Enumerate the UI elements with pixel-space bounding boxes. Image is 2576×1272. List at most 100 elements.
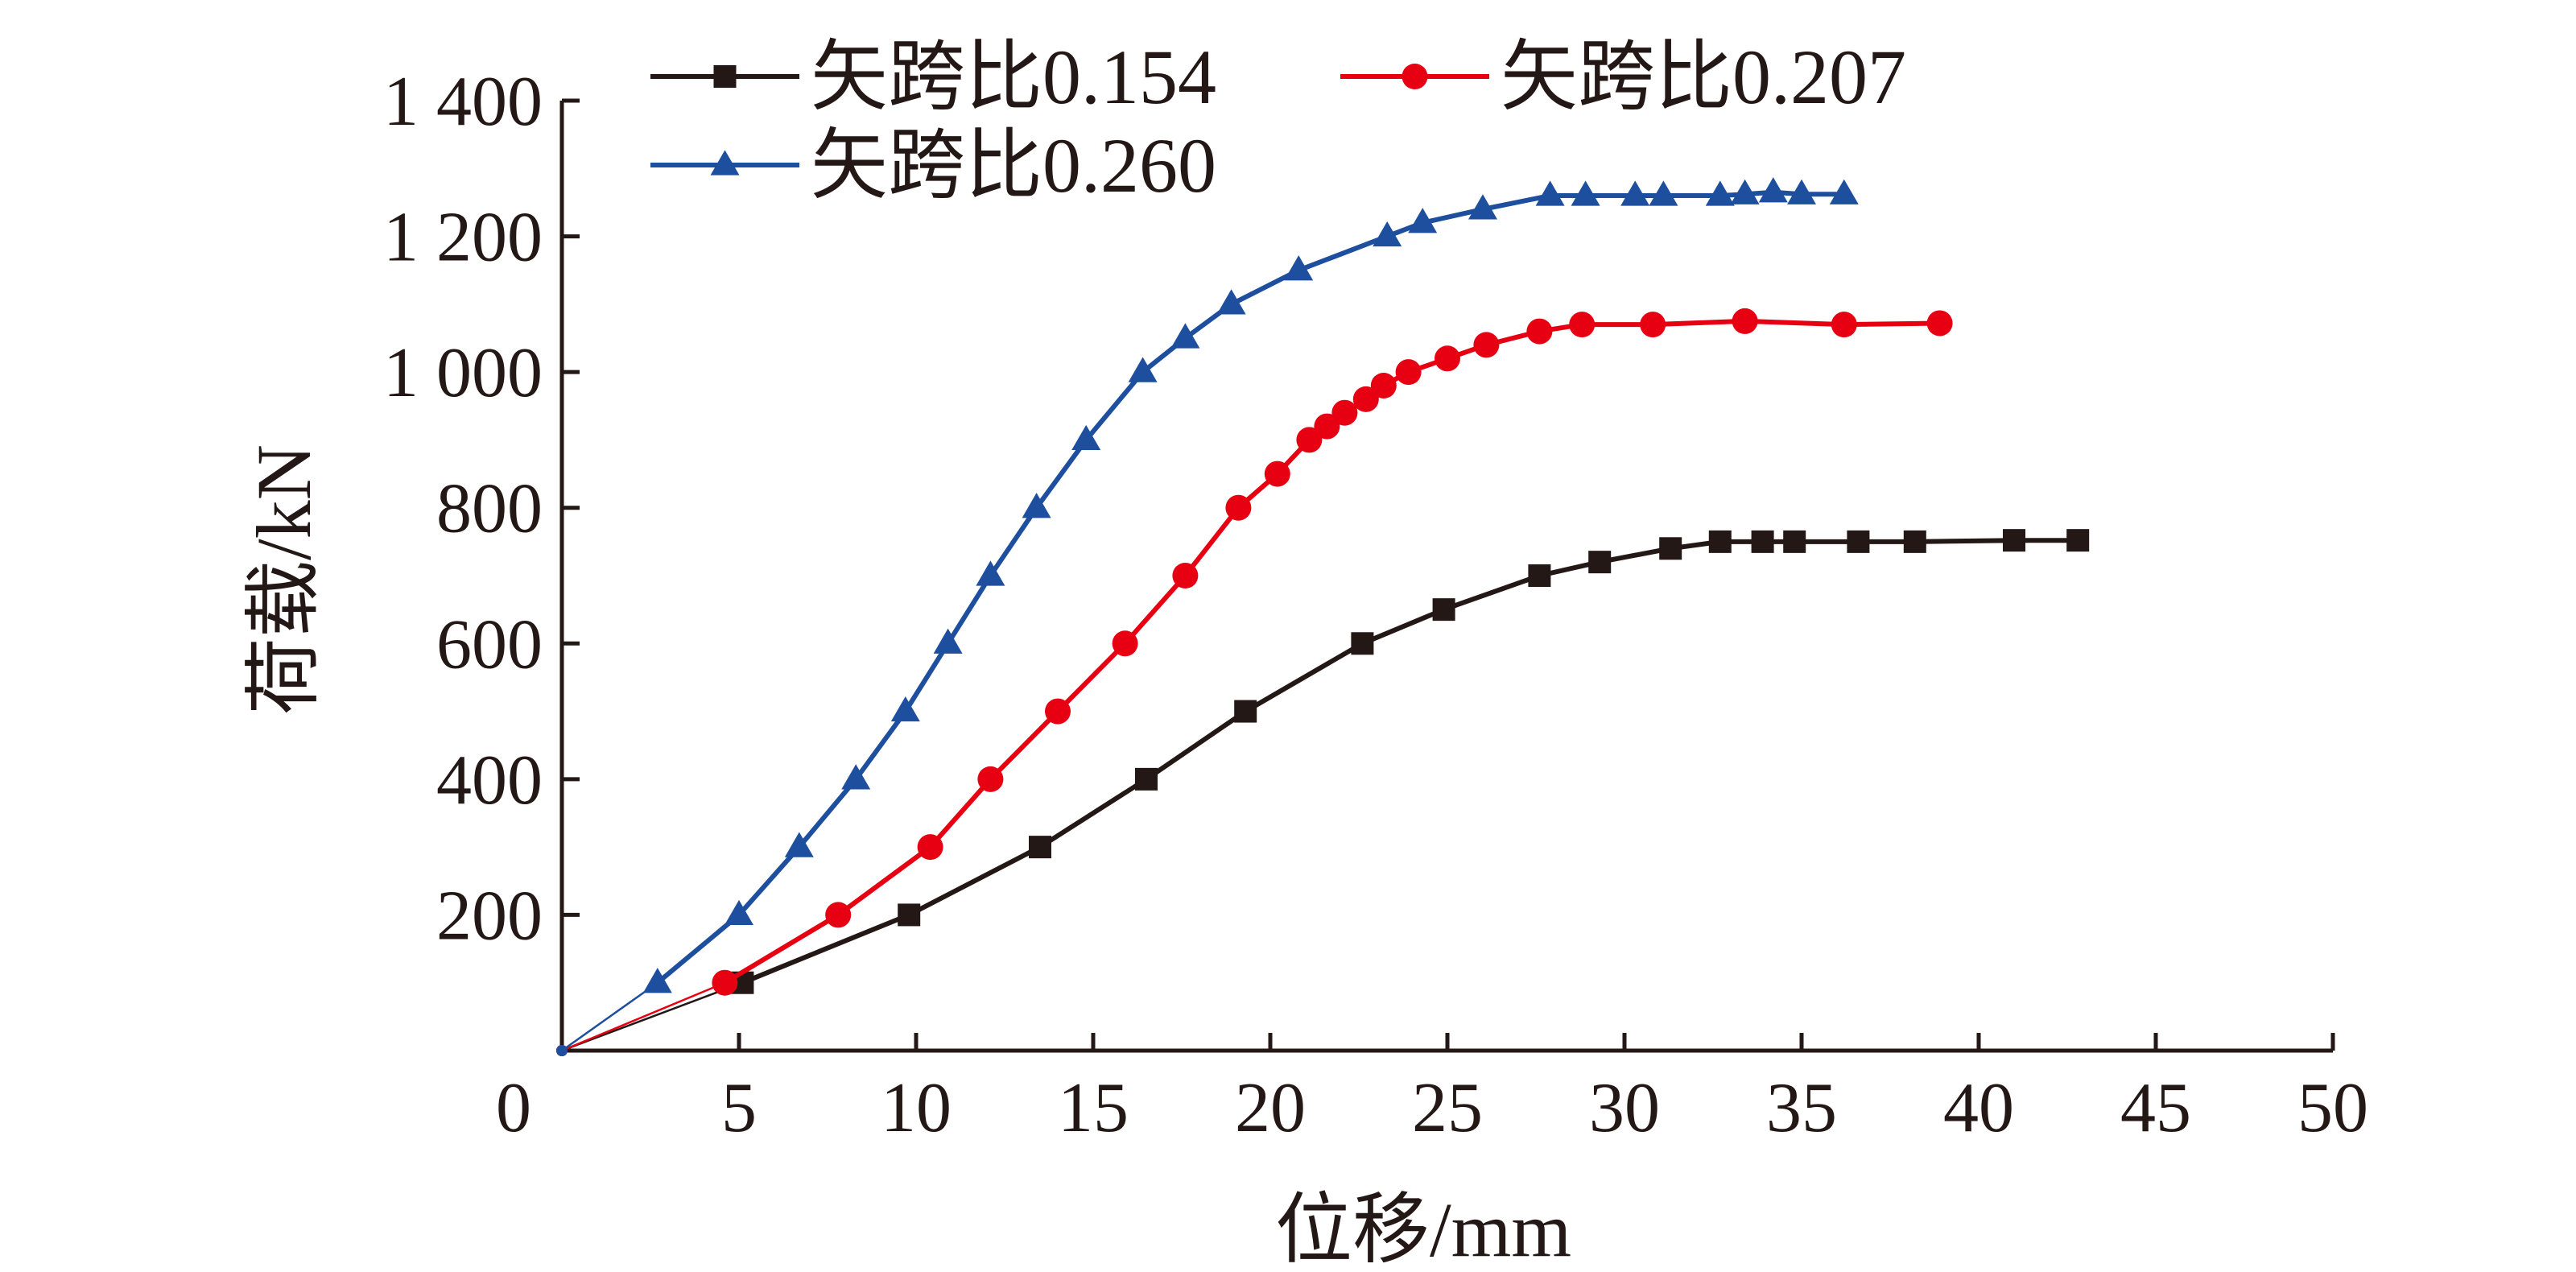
data-point xyxy=(724,899,753,926)
legend-item: 矢跨比0.260 xyxy=(650,122,1216,209)
data-point xyxy=(1535,180,1565,206)
data-point xyxy=(1526,318,1553,345)
x-tick-label: 40 xyxy=(1943,1069,2014,1147)
legend-label: 矢跨比0.260 xyxy=(811,122,1216,209)
data-point xyxy=(1569,312,1596,338)
legend-label: 矢跨比0.207 xyxy=(1501,34,1906,120)
data-point xyxy=(1708,530,1732,553)
data-point xyxy=(1225,494,1252,521)
series-line xyxy=(741,538,2079,985)
data-point xyxy=(1528,564,1551,587)
data-point xyxy=(976,560,1005,586)
data-point xyxy=(1135,767,1158,791)
data-point xyxy=(1022,493,1051,518)
data-point xyxy=(1395,359,1422,386)
x-tick-label: 45 xyxy=(2120,1069,2191,1147)
data-point xyxy=(898,903,921,927)
data-point xyxy=(1432,598,1455,622)
data-point xyxy=(1029,836,1051,859)
data-point xyxy=(917,834,943,861)
series-square xyxy=(556,529,2090,1056)
data-point xyxy=(1468,194,1497,220)
x-tick-label: 20 xyxy=(1235,1069,1306,1147)
data-point xyxy=(1216,289,1246,315)
y-tick-label: 600 xyxy=(436,605,543,683)
data-point xyxy=(1730,179,1760,204)
data-point xyxy=(1373,221,1402,247)
data-point xyxy=(712,969,738,996)
data-point xyxy=(977,766,1004,792)
data-point xyxy=(1351,632,1374,655)
data-point xyxy=(1331,399,1358,426)
series-layer xyxy=(556,177,2090,1056)
data-point xyxy=(1829,179,1859,204)
data-point xyxy=(1473,332,1500,358)
data-point xyxy=(1783,530,1806,553)
x-tick-label: 25 xyxy=(1412,1069,1483,1147)
series-origin-segment xyxy=(561,981,725,1052)
data-point xyxy=(1649,180,1678,206)
y-axis-title: 荷载/kN xyxy=(241,444,327,715)
data-point xyxy=(1732,308,1758,334)
legend: 矢跨比0.154 矢跨比0.207 矢跨比0.260 xyxy=(650,34,1906,209)
data-point xyxy=(642,968,672,993)
data-point xyxy=(1045,698,1071,725)
data-point xyxy=(784,832,814,857)
data-point xyxy=(1831,312,1857,338)
data-point xyxy=(1408,208,1438,233)
data-point xyxy=(1588,551,1612,574)
legend-item: 矢跨比0.154 xyxy=(650,34,1216,120)
data-point xyxy=(890,696,920,722)
x-tick-label: 35 xyxy=(1766,1069,1837,1147)
x-tick-label: 50 xyxy=(2297,1069,2368,1147)
data-point xyxy=(1705,180,1735,206)
y-tick-label: 1 000 xyxy=(383,334,543,412)
data-point xyxy=(1128,357,1158,382)
data-point xyxy=(1758,177,1788,203)
x-tick-label: 30 xyxy=(1589,1069,1660,1147)
y-tick-label: 1 200 xyxy=(383,199,543,277)
series-circle xyxy=(556,308,1953,1056)
data-point xyxy=(1112,630,1138,657)
data-point xyxy=(841,764,871,790)
legend-item: 矢跨比0.207 xyxy=(1340,34,1906,120)
data-point xyxy=(556,1045,568,1056)
y-tick-label: 800 xyxy=(436,470,543,548)
x-tick-label: 5 xyxy=(721,1069,757,1147)
data-point xyxy=(1847,530,1870,553)
data-point xyxy=(1620,180,1650,206)
data-point xyxy=(2003,529,2025,552)
data-point xyxy=(1903,530,1926,553)
data-point xyxy=(1751,530,1774,553)
data-point xyxy=(1352,386,1379,412)
data-point xyxy=(933,628,963,654)
data-point xyxy=(1435,345,1460,372)
data-point xyxy=(1659,537,1682,560)
data-point xyxy=(1926,310,1953,337)
y-tick-label: 1 400 xyxy=(383,63,543,141)
data-point xyxy=(2066,529,2090,552)
series-line xyxy=(655,189,1844,985)
data-point xyxy=(1234,700,1257,723)
legend-marker xyxy=(710,150,740,176)
x-tick-label: 10 xyxy=(881,1069,952,1147)
y-tick-label: 400 xyxy=(436,741,543,820)
data-point xyxy=(1571,180,1600,206)
data-point xyxy=(1787,179,1816,204)
data-point xyxy=(1314,413,1340,440)
series-origin-segment xyxy=(561,981,743,1052)
series-triangle xyxy=(556,177,1859,1056)
data-point xyxy=(825,902,852,928)
data-point xyxy=(1071,424,1101,451)
data-point xyxy=(1284,255,1314,281)
data-point xyxy=(1296,427,1323,453)
axes: 0 5 10 15 20 25 30 35 40 45 50 200 400 600 800 1 000 1 2… xyxy=(383,63,2368,1147)
data-point xyxy=(1370,373,1397,399)
legend-label: 矢跨比0.154 xyxy=(811,34,1216,120)
legend-marker xyxy=(1402,64,1428,89)
data-point xyxy=(1172,563,1199,589)
x-tick-label: 0 xyxy=(496,1069,531,1147)
x-tick-label: 15 xyxy=(1058,1069,1129,1147)
series-origin-segment xyxy=(561,981,658,1052)
